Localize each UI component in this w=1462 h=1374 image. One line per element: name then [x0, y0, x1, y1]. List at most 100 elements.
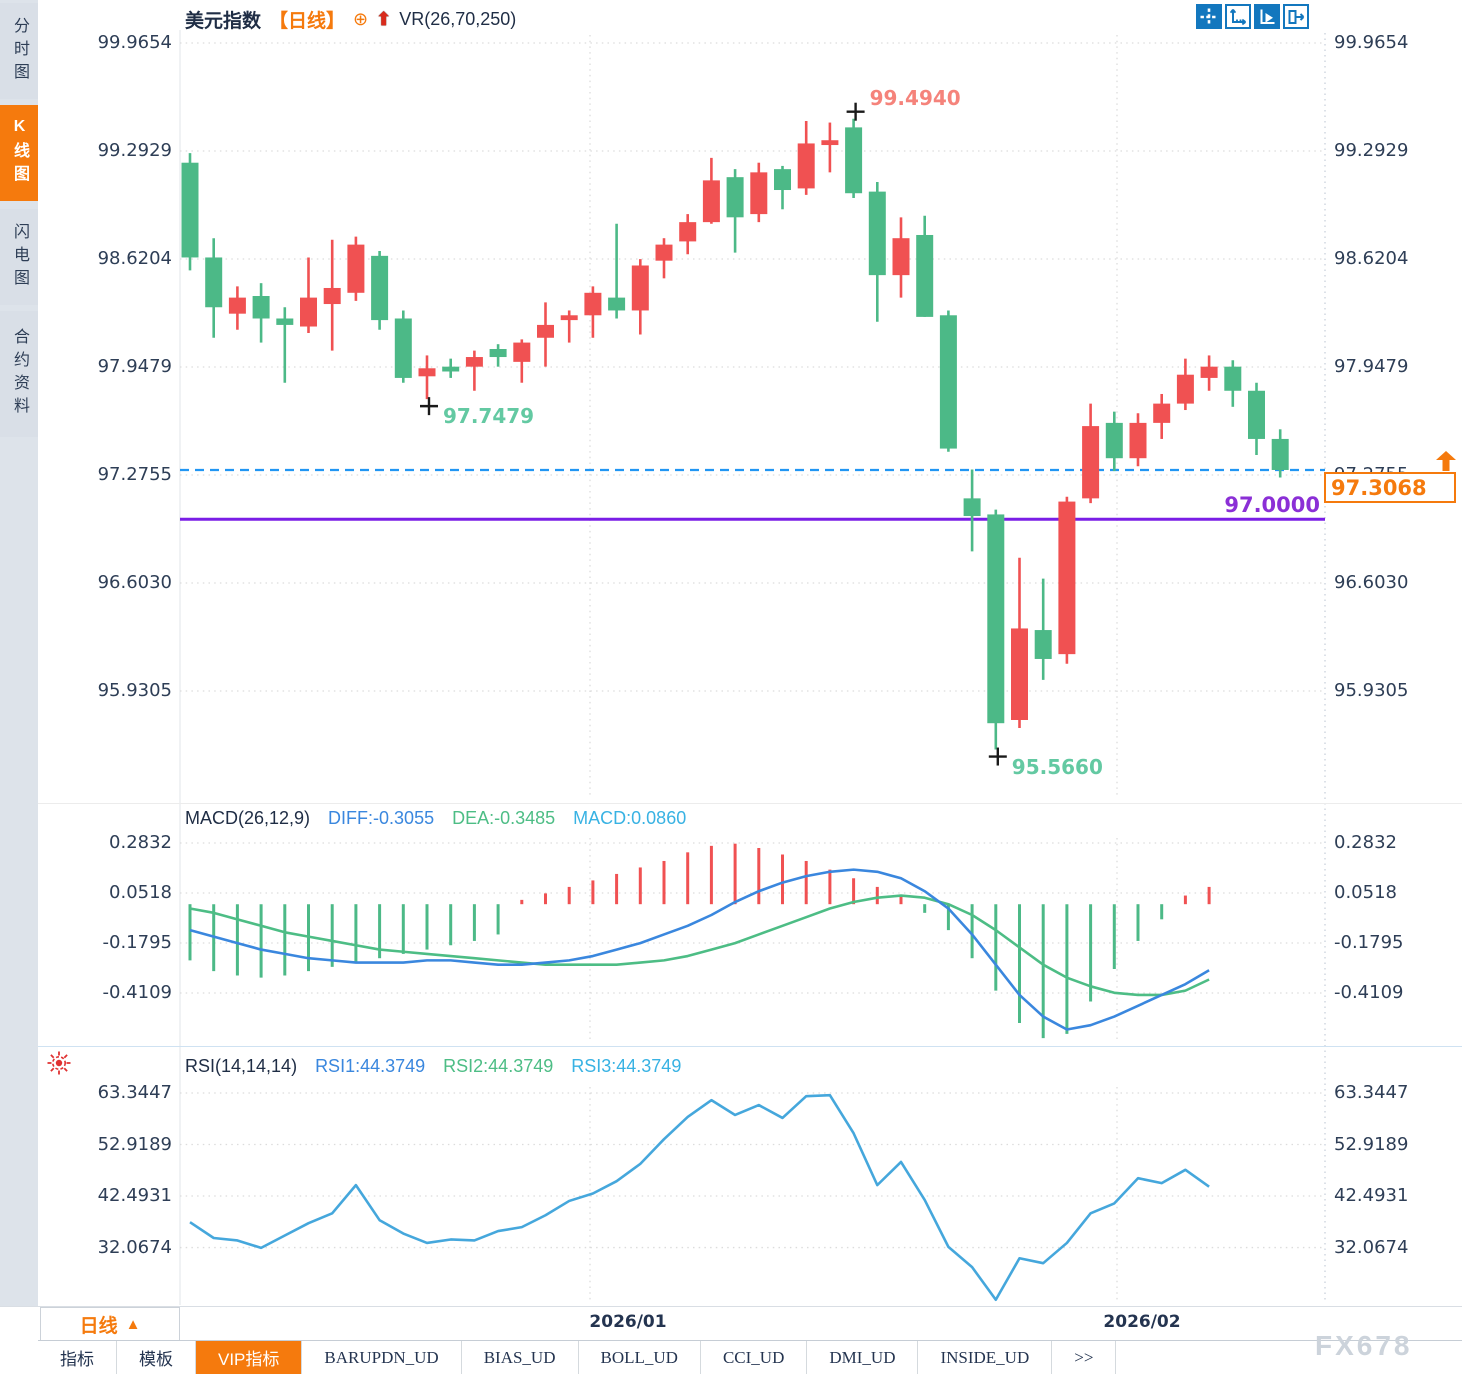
indicator-settings-sun-icon[interactable] [46, 1050, 72, 1076]
bottom-tab-BARUPDN_UD[interactable]: BARUPDN_UD [302, 1341, 462, 1374]
candle [1153, 403, 1171, 423]
bottom-tab-BIAS_UD[interactable]: BIAS_UD [462, 1341, 579, 1374]
candle [513, 342, 531, 362]
candle [1271, 438, 1289, 470]
y-axis-label: 96.6030 [1334, 572, 1409, 593]
y-axis-label: 99.2929 [1334, 140, 1409, 161]
rsi2-readout: RSI2:44.3749 [443, 1056, 554, 1076]
support-line-label: 97.0000 [1224, 493, 1320, 517]
y-axis-label: 97.9479 [1334, 356, 1409, 377]
y-axis-label: 97.9479 [97, 356, 172, 377]
candle [228, 297, 246, 314]
candle [584, 292, 602, 316]
period-selector[interactable]: 日线 ▲ [40, 1307, 180, 1342]
y-axis-label: 32.0674 [97, 1236, 172, 1258]
candle [205, 257, 223, 308]
candle [821, 140, 839, 146]
candle [252, 296, 270, 319]
bottom-tab-bar: 指标 模板 VIP指标 BARUPDN_UD BIAS_UD BOLL_UD CCI_UD D… [38, 1340, 1462, 1374]
period-dropdown-arrow-icon: ▲ [125, 1316, 141, 1333]
bottom-tab->>[interactable]: >> [1052, 1341, 1117, 1374]
x-axis-date-label: 2026/01 [589, 1312, 667, 1332]
y-axis-label: 42.4931 [1334, 1185, 1409, 1207]
candle [442, 366, 460, 372]
y-axis-label: 32.0674 [1334, 1236, 1409, 1258]
bottom-tab-DMI_UD[interactable]: DMI_UD [807, 1341, 919, 1374]
candle [679, 222, 697, 242]
price-annotation: 99.4940 [869, 85, 961, 110]
y-axis-label: 95.9305 [97, 680, 172, 701]
y-axis-label: 99.2929 [97, 140, 172, 161]
candle [845, 127, 863, 194]
y-axis-label: 0.2832 [1334, 831, 1397, 853]
macd-title[interactable]: MACD(26,12,9) [185, 808, 311, 828]
candle [1248, 390, 1265, 439]
candle [323, 287, 341, 305]
candle [1034, 630, 1052, 659]
candle [774, 169, 791, 191]
y-axis-label: -0.4109 [102, 981, 172, 1003]
macd-header: MACD(26,12,9) DIFF:-0.3055 DEA:-0.3485 M… [185, 808, 686, 829]
y-axis-label: 52.9189 [1334, 1133, 1409, 1155]
candle [1105, 422, 1123, 459]
candle [892, 238, 910, 276]
y-axis-label: 99.9654 [1334, 32, 1409, 53]
y-axis-label: 0.0518 [1334, 882, 1397, 903]
last-price-badge: 97.3068 [1324, 472, 1456, 503]
candle [1176, 374, 1194, 404]
y-axis-label: 63.3447 [97, 1082, 172, 1103]
trend-up-arrow-icon: ⬆ [376, 8, 392, 29]
add-overlay-icon[interactable]: ⊕ [353, 8, 369, 29]
rsi-title[interactable]: RSI(14,14,14) [185, 1056, 298, 1076]
scroll-to-latest-icon[interactable] [1283, 4, 1309, 29]
candle [939, 315, 957, 449]
candle [987, 514, 1005, 724]
bottom-tab-指标[interactable]: 指标 [38, 1341, 117, 1374]
y-axis-label: 98.6204 [1334, 248, 1409, 269]
sidebar-tab-闪电图[interactable]: 闪电图 [0, 209, 38, 305]
bottom-tab-VIP指标[interactable]: VIP指标 [196, 1341, 303, 1374]
bottom-tab-BOLL_UD[interactable]: BOLL_UD [579, 1341, 701, 1374]
watermark: FX678 [1315, 1330, 1413, 1361]
candle [750, 172, 768, 215]
bottom-tab-INSIDE_UD[interactable]: INSIDE_UD [918, 1341, 1053, 1374]
period-tag[interactable]: 【日线】 [269, 10, 346, 32]
axis-scale-icon[interactable] [1225, 4, 1251, 29]
sidebar-tab-K线图[interactable]: K线图 [0, 105, 38, 201]
candle [797, 143, 815, 189]
y-axis-label: 96.6030 [97, 572, 172, 593]
y-axis-label: 98.6204 [97, 248, 172, 269]
candle [1058, 501, 1076, 655]
sidebar-tab-分时图[interactable]: 分时图 [0, 3, 38, 99]
x-axis-date-label: 2026/02 [1103, 1312, 1181, 1332]
period-selector-label: 日线 [79, 1316, 118, 1337]
candle [371, 255, 389, 321]
candle [347, 244, 365, 293]
chart-toolbar [1196, 4, 1309, 29]
y-axis-label: 0.0518 [109, 882, 172, 903]
y-axis-label: -0.1795 [102, 931, 172, 953]
overlay-indicator-label[interactable]: VR(26,70,250) [399, 8, 517, 29]
panel-divider [38, 1046, 1462, 1047]
y-axis-label: 99.9654 [97, 32, 172, 53]
crosshair-tool-icon[interactable] [1196, 4, 1222, 29]
candle [1011, 628, 1028, 720]
candle [631, 265, 649, 311]
left-sidebar: 分时图 K线图闪电图合约资料 [0, 0, 38, 1306]
sidebar-tab-合约资料[interactable]: 合约资料 [0, 311, 38, 437]
rsi3-readout: RSI3:44.3749 [571, 1056, 682, 1076]
rsi1-readout: RSI1:44.3749 [315, 1056, 426, 1076]
instrument-title: 美元指数 [185, 10, 262, 32]
panel-divider [38, 803, 1462, 804]
candle [276, 318, 294, 325]
candle [1224, 366, 1242, 391]
rsi-header: RSI(14,14,14) RSI1:44.3749 RSI2:44.3749 … [185, 1056, 681, 1077]
auto-fit-scale-icon[interactable] [1254, 4, 1280, 29]
candle [560, 315, 578, 321]
bottom-tab-CCI_UD[interactable]: CCI_UD [701, 1341, 808, 1374]
last-price-value: 97.3068 [1331, 475, 1427, 500]
candle [916, 234, 934, 317]
bottom-tab-模板[interactable]: 模板 [117, 1341, 196, 1374]
y-axis-label: -0.4109 [1334, 981, 1404, 1003]
